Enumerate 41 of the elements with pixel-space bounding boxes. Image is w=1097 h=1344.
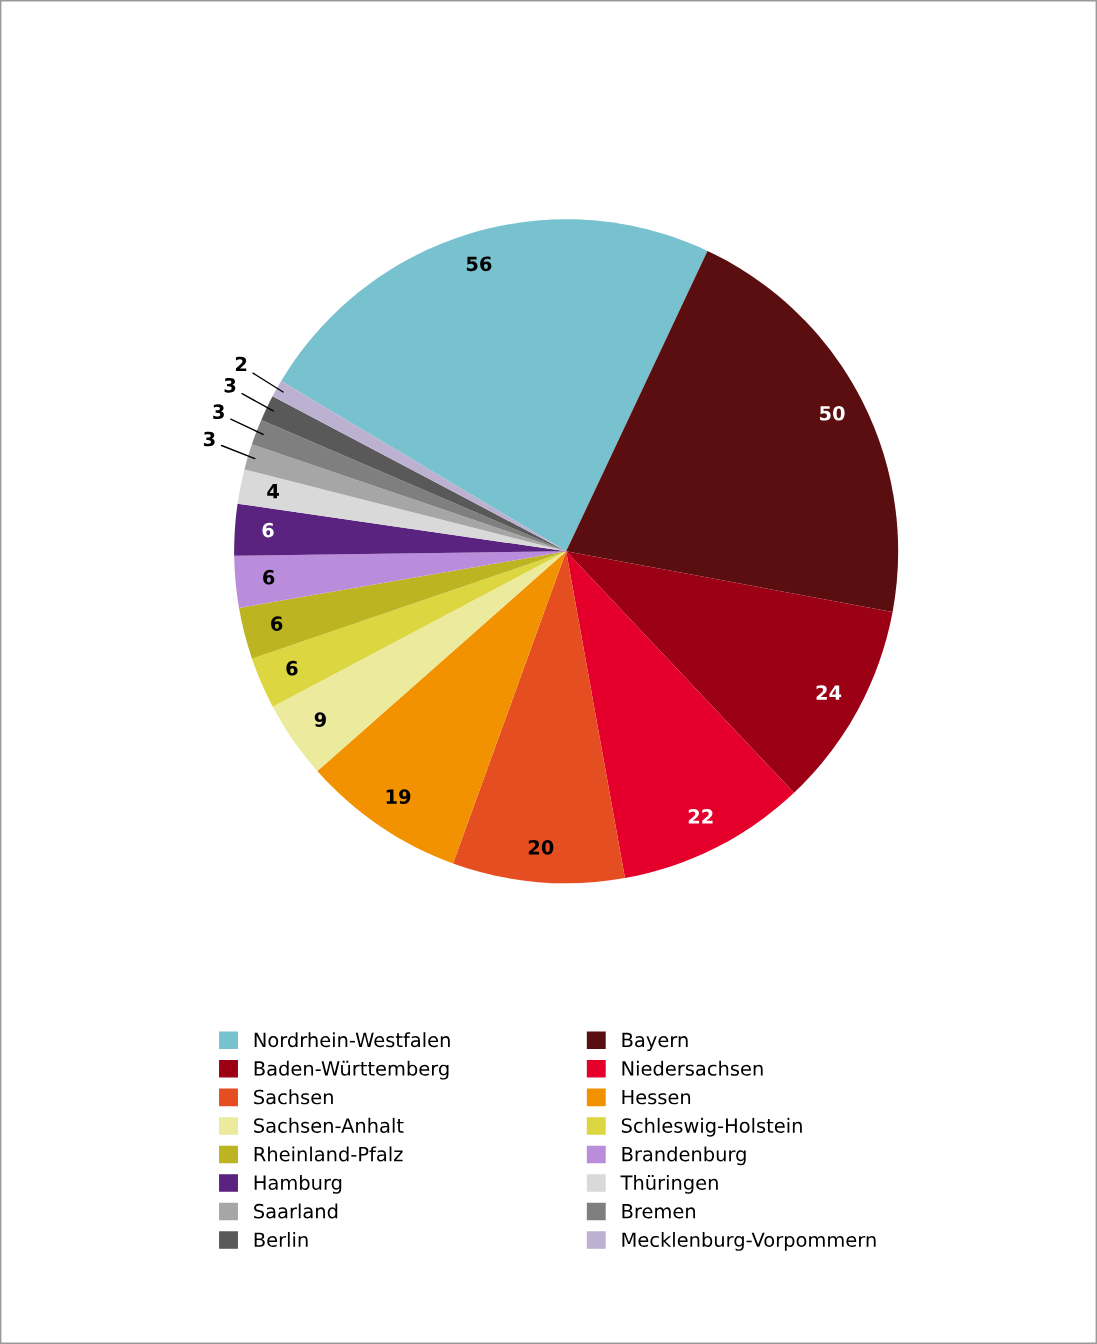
legend-label: Rheinland-Pfalz [254,1146,403,1162]
pie-slice [281,219,708,552]
legend-label: Bremen [622,1204,696,1219]
legend-label: Hessen [622,1089,691,1105]
data-label: 3 [213,404,224,420]
pie-slice [234,551,567,608]
legend-label: Hamburg [254,1174,342,1194]
legend-label: Sachsen [254,1089,333,1105]
data-label: 6 [262,522,274,538]
data-label: 24 [816,685,842,700]
pie-slice [566,551,795,879]
pie-slice [251,551,567,707]
legend-label: Nordrhein-Westfalen [254,1032,450,1048]
pie-slice [566,551,893,793]
data-label: 9 [314,712,326,727]
legend-label: Berlin [254,1232,308,1248]
pie-slice [239,551,567,659]
legend-label: Saarland [254,1203,338,1219]
legend-label: Sachsen-Anhalt [254,1117,404,1133]
data-label: 6 [271,616,283,631]
legend-label: Thüringen [620,1174,718,1194]
legend-label: Baden-Württemberg [254,1060,449,1080]
data-label: 6 [286,660,298,676]
data-label: 50 [820,405,845,421]
data-label: 22 [688,809,713,824]
legend-label: Schleswig-Holstein [621,1117,802,1137]
data-label: 56 [466,256,492,272]
legend-label: Brandenburg [622,1146,746,1166]
pie-slice [566,250,899,612]
legend-label: Bayern [622,1032,688,1052]
data-label: 4 [267,484,279,499]
legend-label: Mecklenburg-Vorpommern [622,1232,876,1251]
data-label: 3 [203,431,215,447]
data-label: 2 [235,356,247,372]
pie-slice [244,444,567,552]
data-label: 3 [224,377,236,393]
data-label: 6 [263,569,275,585]
legend-label: Niedersachsen [622,1060,763,1076]
data-label: 19 [386,789,411,804]
pie-slice [453,551,625,884]
data-label: 20 [528,839,554,855]
